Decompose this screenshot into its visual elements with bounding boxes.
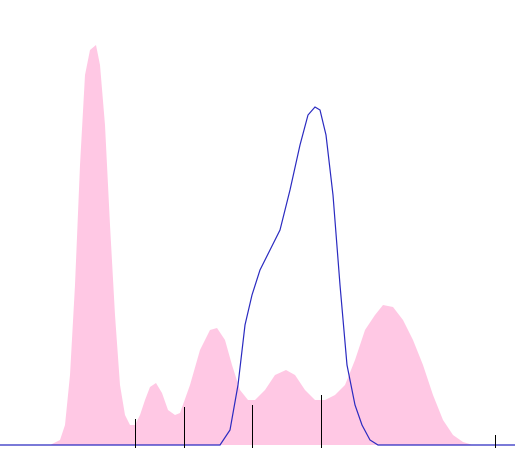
line: [0, 106, 515, 446]
area: [0, 45, 527, 445]
